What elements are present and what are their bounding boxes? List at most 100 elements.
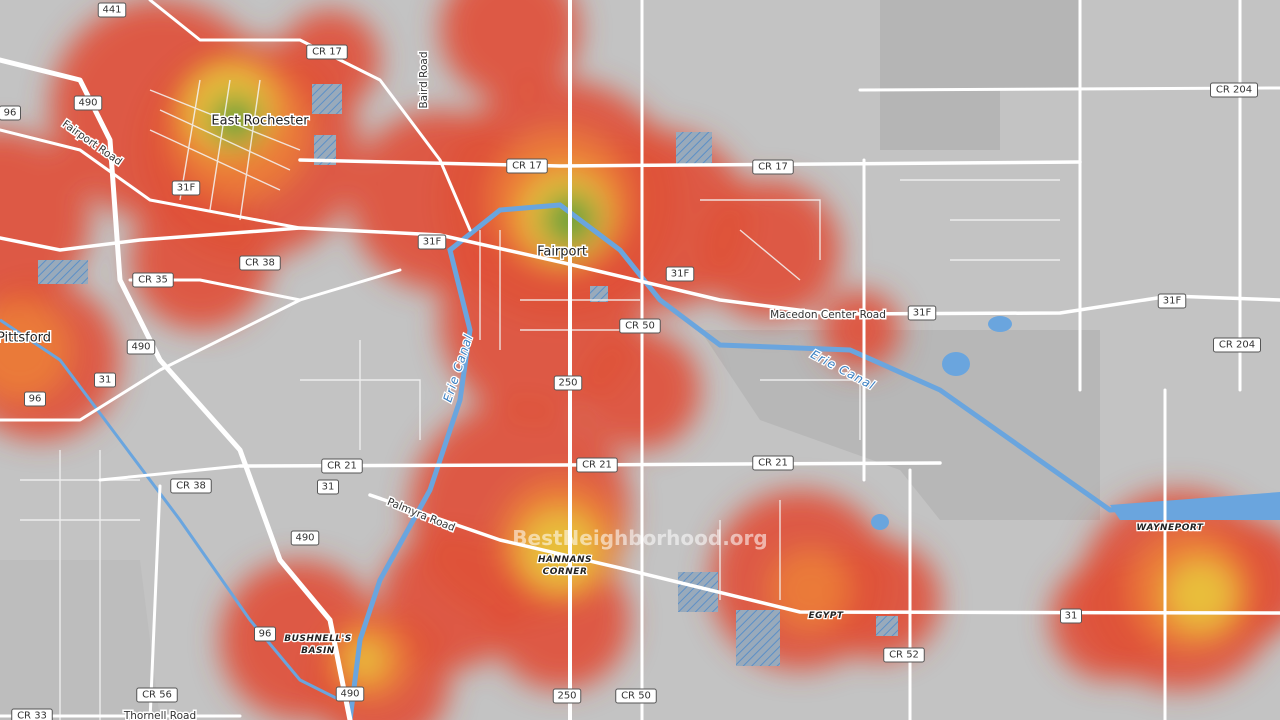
shield-box (907, 305, 937, 321)
route-shield: CR 38 (170, 478, 212, 494)
shield-box (306, 44, 348, 60)
place-label: HANNANS (538, 555, 592, 565)
route-shield: 96 (254, 626, 276, 642)
route-shield: CR 21 (321, 458, 363, 474)
canal (0, 202, 1280, 720)
route-shield: 31 (1060, 608, 1082, 624)
route-shield: 31F (1157, 293, 1187, 309)
shield-text: 250 (557, 691, 576, 702)
heat-blob (1165, 560, 1235, 630)
place-label: Fairport (537, 245, 587, 260)
shield-text: CR 17 (758, 162, 788, 173)
shield-text: 490 (131, 342, 150, 353)
shield-text: CR 204 (1219, 340, 1255, 351)
shield-box (417, 234, 447, 250)
place-label: BASIN (301, 646, 335, 656)
shield-text: 31 (99, 375, 112, 386)
route-shield: 490 (290, 530, 320, 546)
route-shield: 31 (94, 372, 116, 388)
road-name: Macedon Center Road (770, 309, 886, 321)
shield-text: CR 38 (245, 258, 275, 269)
place-label: EGYPT (809, 611, 844, 621)
hatched-areas (38, 84, 898, 666)
shield-box (615, 688, 657, 704)
shield-text: CR 17 (512, 161, 542, 172)
route-shield: CR 17 (506, 158, 548, 174)
shield-box (97, 2, 127, 18)
route-shield: 96 (24, 391, 46, 407)
shield-box (239, 255, 281, 271)
shield-box (552, 688, 582, 704)
route-shield: 490 (335, 686, 365, 702)
shield-text: 250 (558, 378, 577, 389)
shield-text: 31F (1163, 296, 1182, 307)
shield-box (335, 686, 365, 702)
shield-box (24, 391, 46, 407)
shield-text: 490 (340, 689, 359, 700)
route-shield: CR 204 (1213, 337, 1261, 353)
shield-box (1210, 82, 1258, 98)
minor-streets (20, 79, 1060, 720)
shield-text: CR 21 (327, 461, 357, 472)
shield-text: 31 (1065, 611, 1078, 622)
shield-box (1213, 337, 1261, 353)
shield-box (506, 158, 548, 174)
route-shield: 441 (97, 2, 127, 18)
route-shield: 250 (552, 688, 582, 704)
route-shield: CR 21 (576, 457, 618, 473)
heat-blob (130, 190, 270, 330)
shield-box (576, 457, 618, 473)
heat-blob (440, 0, 580, 100)
heat-blob (280, 10, 380, 110)
heat-blob (580, 330, 700, 450)
place-label: Pittsford (0, 331, 51, 346)
shield-box (553, 375, 583, 391)
place-label: East Rochester (211, 114, 309, 129)
shield-text: CR 56 (142, 690, 172, 701)
route-shield: 250 (553, 375, 583, 391)
shield-text: 31 (322, 482, 335, 493)
shield-text: CR 33 (17, 711, 47, 720)
shield-box (171, 180, 201, 196)
shield-box (619, 318, 661, 334)
shield-box (1060, 608, 1082, 624)
route-shield: 31 (317, 479, 339, 495)
shield-box (170, 478, 212, 494)
route-shield: CR 38 (239, 255, 281, 271)
shield-text: CR 204 (1216, 85, 1252, 96)
shield-text: 490 (78, 98, 97, 109)
route-shield: CR 17 (306, 44, 348, 60)
heat-blob (0, 300, 70, 400)
shield-text: 96 (29, 394, 42, 405)
shield-box (883, 647, 925, 663)
shield-text: 31F (913, 308, 932, 319)
shield-text: 31F (423, 237, 442, 248)
route-shield: CR 56 (136, 687, 178, 703)
shield-box (752, 455, 794, 471)
shield-text: CR 21 (582, 460, 612, 471)
shield-text: CR 38 (176, 481, 206, 492)
shield-text: CR 17 (312, 47, 342, 58)
heat-blob (700, 180, 840, 320)
route-shield: 490 (73, 95, 103, 111)
shield-box (1157, 293, 1187, 309)
shield-text: CR 50 (625, 321, 655, 332)
shield-box (73, 95, 103, 111)
road-name: Baird Road (418, 51, 430, 108)
heat-blob (345, 640, 385, 680)
shield-box (136, 687, 178, 703)
route-shield: 490 (126, 339, 156, 355)
shield-text: CR 52 (889, 650, 919, 661)
shield-box (11, 708, 53, 720)
shield-text: 441 (102, 5, 121, 16)
route-shield: CR 35 (132, 272, 174, 288)
route-shield: CR 50 (615, 688, 657, 704)
route-shield: 31F (417, 234, 447, 250)
place-label: BUSHNELL'S (284, 634, 352, 644)
shield-box (126, 339, 156, 355)
heat-blob (520, 510, 600, 590)
shield-text: CR 21 (758, 458, 788, 469)
shield-box (0, 105, 21, 121)
